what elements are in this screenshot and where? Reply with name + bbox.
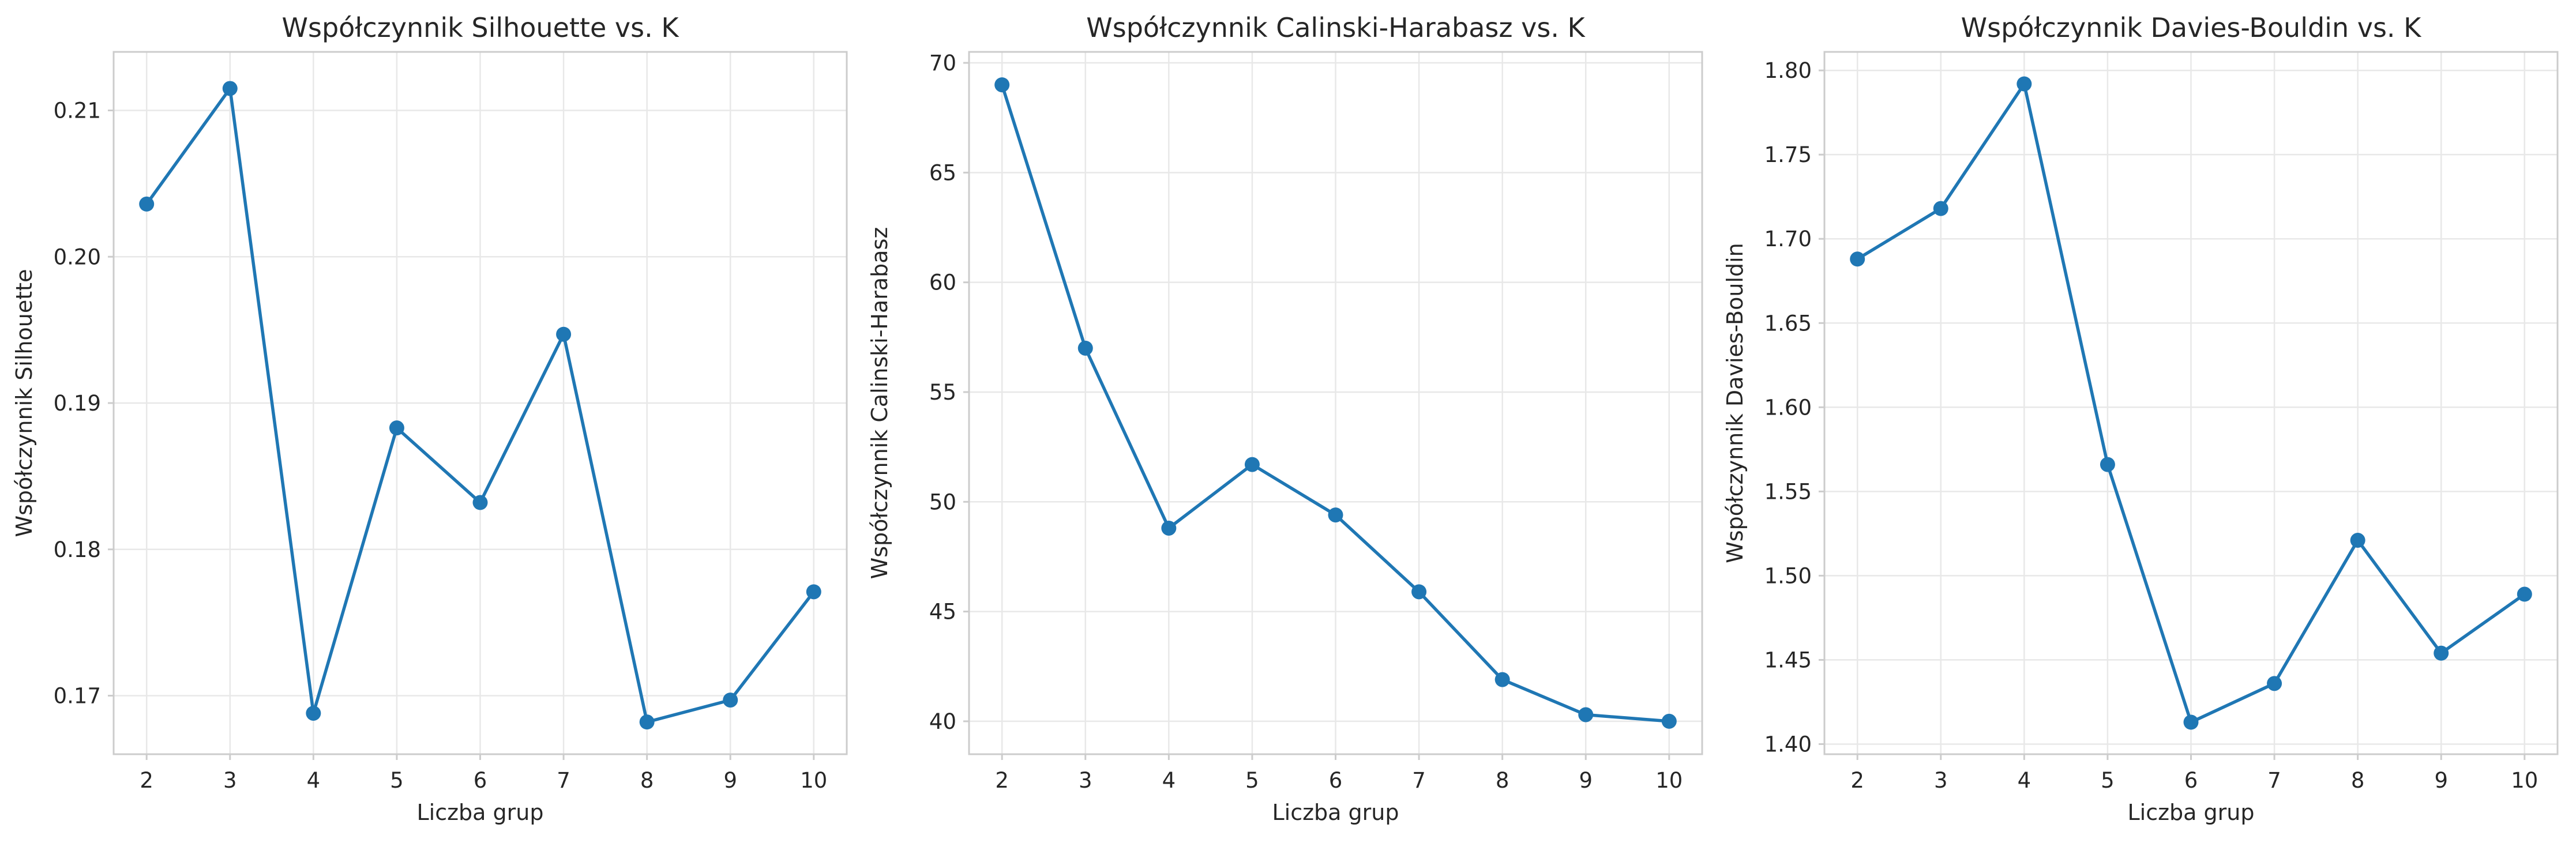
y-tick-label: 0.17 [54, 684, 101, 709]
data-point [472, 495, 488, 510]
y-tick-label: 50 [929, 490, 956, 514]
data-point [1933, 201, 1948, 216]
data-point [139, 196, 155, 212]
data-point [2267, 676, 2282, 691]
data-point [306, 705, 321, 721]
data-point [1661, 713, 1677, 729]
y-axis-label: Współczynnik Calinski-Harabasz [867, 227, 892, 579]
y-tick-label: 45 [929, 600, 956, 624]
x-tick-label: 9 [2434, 768, 2448, 793]
y-tick-label: 1.80 [1764, 58, 1812, 83]
x-tick-label: 8 [640, 768, 654, 793]
data-point [723, 693, 738, 708]
y-tick-label: 70 [929, 51, 956, 76]
data-point [2183, 714, 2199, 730]
chart-1: 2 3 4 5 6 7 8 9 10 0.17 0.18 0.19 0.20 0.21 Współczynn… [12, 12, 848, 825]
x-tick-label: 3 [1079, 768, 1092, 793]
y-tick-label: 0.18 [54, 537, 101, 562]
data-point [1077, 340, 1093, 356]
x-tick-label: 9 [723, 768, 737, 793]
x-tick-label: 4 [307, 768, 321, 793]
x-axis-label: Liczba grup [2127, 800, 2254, 825]
x-tick-label: 5 [2101, 768, 2115, 793]
x-tick-label: 4 [2018, 768, 2031, 793]
y-axis-label: Współczynnik Davies-Bouldin [1722, 243, 1748, 563]
x-tick-label: 3 [1934, 768, 1948, 793]
x-tick-label: 2 [1850, 768, 1864, 793]
data-point [1411, 584, 1427, 600]
data-point [1494, 672, 1510, 687]
x-tick-label: 6 [474, 768, 487, 793]
x-tick-label: 2 [995, 768, 1009, 793]
y-tick-label: 1.40 [1764, 732, 1812, 757]
y-tick-label: 1.50 [1764, 563, 1812, 588]
x-tick-label: 2 [140, 768, 153, 793]
y-tick-label: 1.75 [1764, 142, 1812, 167]
x-tick-label: 6 [1329, 768, 1343, 793]
x-tick-label: 5 [390, 768, 404, 793]
y-tick-label: 1.70 [1764, 227, 1812, 251]
y-tick-label: 0.19 [54, 391, 101, 416]
data-point [2350, 533, 2365, 548]
data-point [1161, 520, 1177, 536]
x-tick-label: 10 [2511, 768, 2538, 793]
x-tick-label: 5 [1245, 768, 1259, 793]
x-tick-label: 8 [1496, 768, 1509, 793]
chart-title: Współczynnik Silhouette vs. K [282, 12, 680, 43]
x-tick-label: 7 [2267, 768, 2281, 793]
x-tick-label: 8 [2351, 768, 2365, 793]
y-tick-label: 1.60 [1764, 395, 1812, 420]
data-point [1850, 251, 1865, 267]
y-tick-label: 1.45 [1764, 648, 1812, 672]
y-tick-label: 60 [929, 270, 956, 295]
data-point [1578, 707, 1594, 722]
data-point [2434, 645, 2449, 661]
data-point [2517, 586, 2532, 602]
x-tick-label: 6 [2184, 768, 2198, 793]
data-point [2100, 457, 2115, 472]
data-point [994, 77, 1010, 93]
grid-lines [1824, 52, 2558, 754]
x-tick-label: 9 [1579, 768, 1593, 793]
grid-lines [969, 52, 1702, 754]
x-axis-label: Liczba grup [416, 800, 543, 825]
data-point [222, 81, 238, 96]
data-point [639, 714, 655, 730]
data-point [2017, 76, 2032, 92]
y-tick-label: 1.55 [1764, 479, 1812, 504]
chart-title: Współczynnik Calinski-Harabasz vs. K [1086, 12, 1586, 43]
y-tick-label: 40 [929, 709, 956, 734]
chart-3: 2 3 4 5 6 7 8 9 10 1.40 1.45 1.50 1.55 1.60 1.65 1.70 1.… [1722, 12, 2559, 825]
chart-title: Współczynnik Davies-Bouldin vs. K [1961, 12, 2423, 43]
data-point [1328, 507, 1343, 523]
y-tick-label: 65 [929, 160, 956, 185]
y-tick-label: 0.21 [54, 99, 101, 123]
y-axis-label: Współczynnik Silhouette [12, 269, 37, 537]
y-tick-label: 0.20 [54, 244, 101, 269]
y-tick-label: 55 [929, 380, 956, 405]
x-tick-label: 7 [1412, 768, 1426, 793]
x-tick-label: 3 [223, 768, 237, 793]
x-tick-label: 10 [800, 768, 827, 793]
data-point [806, 584, 821, 600]
data-point [389, 420, 404, 436]
x-tick-label: 4 [1162, 768, 1176, 793]
x-tick-label: 10 [1655, 768, 1683, 793]
x-axis-label: Liczba grup [1272, 800, 1399, 825]
x-tick-label: 7 [557, 768, 570, 793]
data-point [556, 326, 572, 342]
y-tick-label: 1.65 [1764, 311, 1812, 336]
data-point [1244, 457, 1260, 472]
